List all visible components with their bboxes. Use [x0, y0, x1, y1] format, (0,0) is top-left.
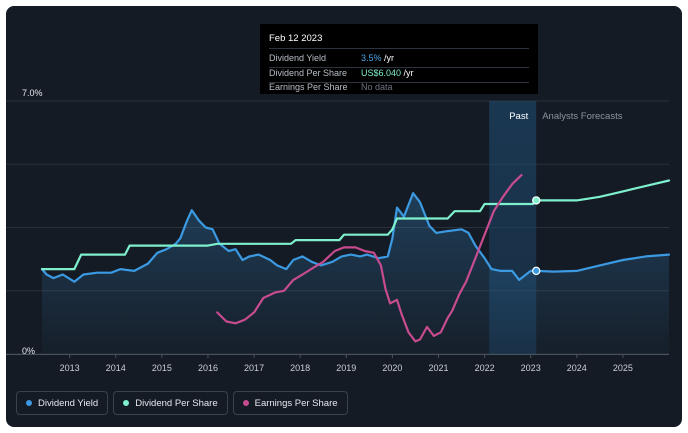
y-tick-label-bottom: 0% [22, 346, 35, 356]
series-line-dividend-yield [40, 192, 671, 283]
x-tick-label: 2016 [198, 363, 218, 373]
legend-item-earnings-per-share[interactable]: Earnings Per Share [232, 391, 348, 415]
past-label: Past [509, 111, 528, 122]
legend: Dividend Yield Dividend Per Share Earnin… [16, 391, 348, 415]
legend-label: Dividend Yield [38, 397, 99, 409]
legend-label: Earnings Per Share [254, 397, 338, 409]
legend-item-dividend-per-share[interactable]: Dividend Per Share [113, 391, 228, 415]
x-tick-label: 2022 [475, 363, 495, 373]
legend-dot-icon [26, 400, 32, 406]
marker-dividend-yield [532, 266, 541, 276]
tooltip-value: No data [361, 82, 393, 92]
tooltip-divider [269, 67, 529, 68]
x-tick-label: 2014 [106, 363, 126, 373]
tooltip-value: US$6.040 [361, 68, 402, 78]
legend-dot-icon [242, 400, 249, 406]
tooltip-unit: /yr [401, 68, 414, 78]
tooltip-unit: /yr [381, 53, 395, 63]
tooltip: Feb 12 2023 Dividend Yield 3.5% /yr Divi… [260, 24, 538, 94]
legend-dot-icon [123, 400, 130, 406]
tooltip-row-eps: Earnings Per Share No data [269, 82, 529, 94]
x-tick-label: 2019 [336, 363, 356, 373]
x-tick-label: 2023 [521, 363, 541, 373]
legend-item-dividend-yield[interactable]: Dividend Yield [16, 391, 109, 415]
series-line-earnings-per-share [216, 174, 523, 343]
x-tick-label: 2020 [382, 363, 402, 373]
tooltip-label: Dividend Yield [269, 53, 327, 63]
x-tick-label: 2015 [152, 363, 172, 373]
tooltip-divider [269, 82, 529, 83]
y-tick-label-top: 7.0% [22, 88, 43, 98]
chart-svg: 2013 2014 2015 2016 2017 2018 2019 2020 2021 2022… [6, 88, 671, 373]
tooltip-value: 3.5% [361, 53, 382, 63]
tooltip-divider [269, 48, 529, 49]
tooltip-date: Feb 12 2023 [269, 33, 323, 44]
tooltip-label: Earnings Per Share [269, 82, 348, 92]
tooltip-row-yield: Dividend Yield 3.5% /yr [269, 53, 529, 65]
forecast-label: Analysts Forecasts [542, 111, 622, 122]
x-tick-label: 2024 [567, 363, 587, 373]
legend-label: Dividend Per Share [135, 397, 218, 409]
tooltip-label: Dividend Per Share [269, 68, 348, 78]
series-area-dividend-yield [42, 193, 669, 354]
tooltip-row-dps: Dividend Per Share US$6.040 /yr [269, 68, 529, 80]
x-tick-label: 2017 [244, 363, 264, 373]
x-tick-label: 2013 [60, 363, 80, 373]
chart-card: 2013 2014 2015 2016 2017 2018 2019 2020 2021 2022… [6, 6, 682, 427]
x-tick-label: 2018 [290, 363, 310, 373]
marker-dividend-per-share [532, 196, 541, 205]
x-tick-label: 2025 [613, 363, 633, 373]
x-tick-label: 2021 [428, 363, 448, 373]
series-line-dividend-per-share [40, 179, 671, 271]
